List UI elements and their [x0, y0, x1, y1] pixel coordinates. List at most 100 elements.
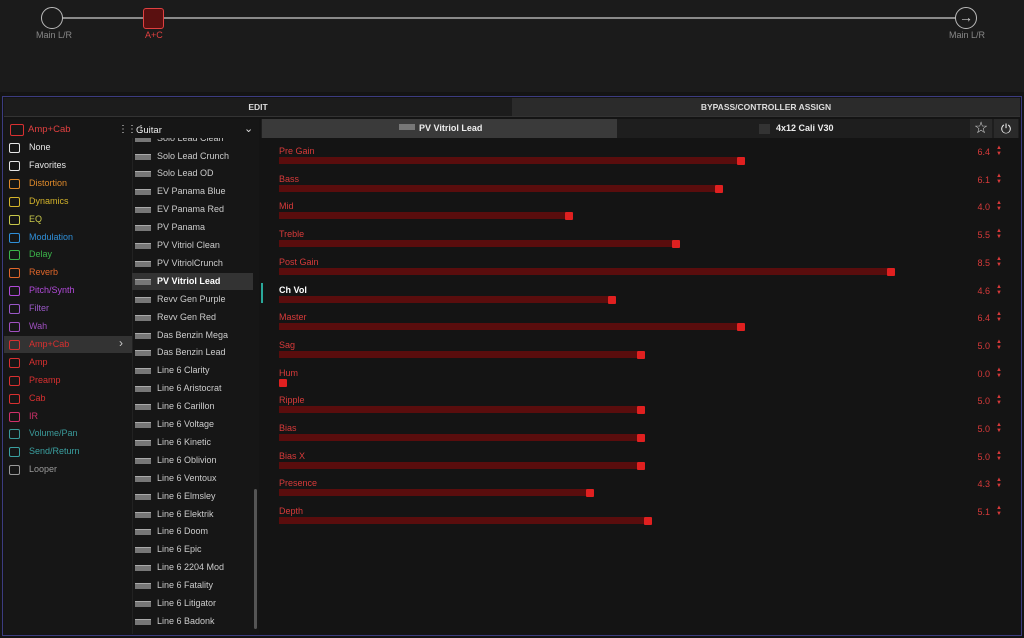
- model-item[interactable]: Line 6 Aristocrat: [132, 380, 253, 397]
- slider-handle[interactable]: [636, 461, 645, 470]
- slider-handle[interactable]: [636, 406, 645, 415]
- category-item[interactable]: Cab: [4, 390, 132, 407]
- model-item[interactable]: Line 6 Elmsley: [132, 488, 253, 505]
- tab[interactable]: BYPASS/CONTROLLER ASSIGN: [512, 98, 1020, 117]
- parameter-slider[interactable]: [279, 240, 673, 248]
- parameter-slider[interactable]: [279, 406, 637, 414]
- model-item[interactable]: Revv Gen Red: [132, 309, 253, 326]
- favorite-button[interactable]: ☆: [970, 119, 992, 138]
- parameter-slider[interactable]: [279, 323, 737, 331]
- slider-handle[interactable]: [886, 267, 895, 276]
- category-item[interactable]: Dynamics: [4, 193, 132, 210]
- category-item[interactable]: Favorites: [4, 157, 132, 174]
- value-stepper[interactable]: ▲ ▼: [996, 338, 1002, 351]
- dropdown-arrow[interactable]: ⌄: [244, 123, 254, 135]
- model-item[interactable]: Line 6 Voltage: [132, 416, 253, 433]
- scrollbar[interactable]: [254, 489, 257, 629]
- power-button[interactable]: ⏻: [994, 119, 1018, 138]
- slider-handle[interactable]: [565, 212, 573, 221]
- category-item[interactable]: None: [4, 139, 132, 156]
- category-item[interactable]: EQ: [4, 211, 132, 228]
- slider-handle[interactable]: [636, 434, 645, 442]
- model-item[interactable]: Line 6 Doom: [132, 523, 253, 540]
- model-item[interactable]: Revv Gen Purple: [132, 291, 253, 308]
- model-item[interactable]: Line 6 Elektrik: [132, 506, 253, 523]
- model-item[interactable]: Line 6 Oblivion: [132, 452, 253, 469]
- model-header[interactable]: Guitar: [136, 125, 162, 136]
- category-item[interactable]: Reverb: [4, 264, 132, 281]
- category-item[interactable]: Send/Return: [4, 443, 132, 460]
- input-node[interactable]: [41, 7, 63, 29]
- value-stepper[interactable]: ▲ ▼: [996, 311, 1002, 324]
- category-item[interactable]: Preamp: [4, 372, 132, 389]
- value-stepper[interactable]: ▲ ▼: [996, 422, 1002, 434]
- output-node[interactable]: →: [955, 7, 977, 29]
- model-item[interactable]: Line 6 Kinetic: [132, 434, 253, 451]
- model-item[interactable]: Line 6 Litigator: [132, 595, 253, 612]
- model-item[interactable]: EV Panama Blue: [132, 183, 253, 200]
- slider-handle[interactable]: [643, 517, 652, 526]
- value-stepper[interactable]: ▲ ▼: [996, 172, 1002, 185]
- model-item[interactable]: Line 6 Clarity: [132, 362, 253, 379]
- parameter-slider[interactable]: [279, 295, 608, 303]
- category-item[interactable]: Distortion: [4, 175, 132, 192]
- model-item[interactable]: EV Panama Red: [132, 201, 253, 218]
- block-tab[interactable]: 4x12 Cali V30: [617, 119, 969, 138]
- slider-handle[interactable]: [672, 240, 681, 249]
- value-stepper[interactable]: ▲ ▼: [996, 145, 1002, 157]
- model-item[interactable]: Line 6 Epic: [132, 541, 253, 558]
- category-item[interactable]: Volume/Pan: [4, 425, 132, 442]
- slider-handle[interactable]: [636, 350, 645, 359]
- category-item[interactable]: Modulation: [4, 229, 132, 246]
- category-item[interactable]: Delay: [4, 246, 132, 263]
- category-item[interactable]: Pitch/Synth: [4, 282, 132, 299]
- category-item[interactable]: IR: [4, 408, 132, 425]
- model-item[interactable]: PV Vitriol Lead: [132, 272, 253, 290]
- model-item[interactable]: Das Benzin Mega: [132, 327, 253, 344]
- slider-handle[interactable]: [736, 157, 745, 165]
- slider-handle[interactable]: [279, 378, 287, 387]
- grid-icon[interactable]: ⋮⋮⋮: [118, 124, 146, 135]
- model-item[interactable]: Line 6 Carillon: [132, 398, 253, 415]
- model-item[interactable]: Line 6 2204 Mod: [132, 559, 253, 576]
- model-item[interactable]: Solo Lead Crunch: [132, 148, 253, 165]
- category-item[interactable]: Wah: [4, 318, 132, 335]
- model-item[interactable]: PV Vitriol Clean: [132, 237, 253, 254]
- value-stepper[interactable]: ▲ ▼: [996, 255, 1002, 268]
- parameter-slider[interactable]: [279, 461, 637, 469]
- slider-handle[interactable]: [586, 489, 595, 498]
- category-item[interactable]: Amp+Cab ›: [4, 335, 132, 353]
- parameter-slider[interactable]: [279, 517, 644, 525]
- slider-handle[interactable]: [736, 323, 745, 332]
- model-item[interactable]: Line 6 Ventoux: [132, 470, 253, 487]
- category-item[interactable]: Filter: [4, 300, 132, 317]
- model-item[interactable]: Das Benzin Lead: [132, 344, 253, 361]
- model-item[interactable]: PV VitriolCrunch: [132, 255, 253, 272]
- parameter-slider[interactable]: [279, 489, 587, 497]
- parameter-slider[interactable]: [279, 212, 565, 220]
- value-stepper[interactable]: ▲ ▼: [996, 449, 1002, 462]
- amp-block[interactable]: [143, 8, 164, 29]
- parameter-slider[interactable]: [279, 350, 637, 358]
- value-stepper[interactable]: ▲ ▼: [996, 505, 1002, 518]
- slider-handle[interactable]: [607, 295, 616, 304]
- value-stepper[interactable]: ▲ ▼: [996, 228, 1002, 241]
- parameter-slider[interactable]: [279, 434, 637, 441]
- tab[interactable]: EDIT: [4, 98, 512, 117]
- value-stepper[interactable]: ▲ ▼: [996, 366, 1002, 379]
- model-item[interactable]: Solo Lead OD: [132, 165, 253, 182]
- value-stepper[interactable]: ▲ ▼: [996, 200, 1002, 213]
- value-stepper[interactable]: ▲ ▼: [996, 477, 1002, 490]
- parameter-slider[interactable]: [279, 267, 887, 275]
- value-stepper[interactable]: ▲ ▼: [996, 283, 1002, 296]
- category-item[interactable]: Amp: [4, 354, 132, 371]
- block-tab[interactable]: PV Vitriol Lead: [262, 119, 617, 138]
- value-stepper[interactable]: ▲ ▼: [996, 394, 1002, 407]
- model-item[interactable]: Line 6 Fatality: [132, 577, 253, 594]
- category-item[interactable]: Looper: [4, 461, 132, 478]
- model-item[interactable]: PV Panama: [132, 219, 253, 236]
- model-item[interactable]: Line 6 Badonk: [132, 613, 253, 630]
- slider-handle[interactable]: [715, 184, 724, 193]
- parameter-slider[interactable]: [279, 184, 716, 192]
- parameter-slider[interactable]: [279, 157, 737, 164]
